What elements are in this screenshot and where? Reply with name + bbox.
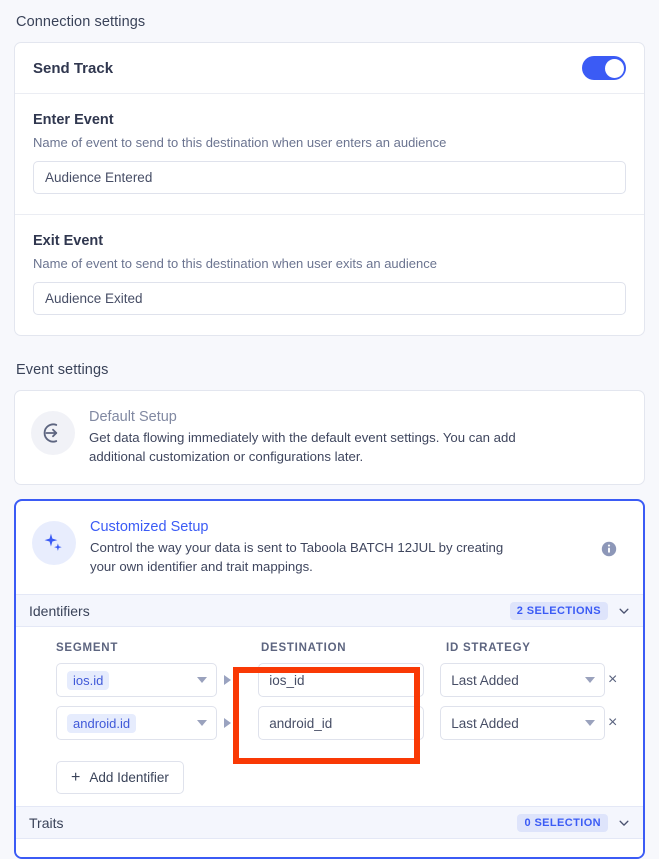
exit-event-description: Name of event to send to this destinatio…	[33, 256, 437, 271]
remove-cell: ×	[594, 672, 631, 688]
remove-cell: ×	[594, 715, 631, 731]
identifiers-chevron-down-icon[interactable]	[617, 604, 631, 618]
id-strategy-select-0[interactable]: Last Added	[440, 663, 606, 697]
id-strategy-cell: Last Added	[424, 706, 606, 740]
segment-select-0[interactable]: ios.id	[56, 663, 217, 697]
connection-settings-title: Connection settings	[16, 14, 146, 30]
row-arrow-cell	[217, 675, 237, 685]
customized-setup-title: Customized Setup	[90, 519, 209, 535]
segment-cell: ios.id	[28, 663, 217, 697]
login-arrow-icon	[43, 423, 58, 443]
customized-setup-description: Control the way your data is sent to Tab…	[90, 540, 504, 574]
traits-chevron-down-icon[interactable]	[617, 816, 631, 830]
traits-title: Traits	[29, 814, 64, 831]
identifiers-selection-badge: 2 SELECTIONS	[509, 601, 608, 620]
chevron-down-icon	[197, 720, 207, 726]
identifiers-panel-header[interactable]: Identifiers 2 SELECTIONS	[16, 594, 643, 627]
id-strategy-select-1[interactable]: Last Added	[440, 706, 606, 740]
customized-setup-body: Customized Setup Control the way your da…	[90, 519, 587, 576]
send-track-row: Send Track	[15, 43, 644, 94]
info-icon-wrap[interactable]	[601, 541, 617, 562]
chevron-down-icon	[585, 677, 596, 683]
enter-event-input[interactable]	[33, 161, 626, 194]
traits-panel-header[interactable]: Traits 0 SELECTION	[16, 806, 643, 839]
login-arrow-icon-wrap	[31, 411, 75, 455]
default-setup-card[interactable]: Default Setup Get data flowing immediate…	[14, 390, 645, 485]
row-arrow-cell	[217, 718, 237, 728]
column-header-segment: SEGMENT	[56, 642, 119, 654]
segment-chip-0: ios.id	[67, 670, 110, 690]
connection-settings-card: Send Track Enter Event Name of event to …	[14, 42, 645, 336]
enter-event-description: Name of event to send to this destinatio…	[33, 135, 447, 150]
plus-icon: +	[71, 768, 81, 786]
arrow-right-icon	[223, 718, 231, 728]
identifiers-header-right: 2 SELECTIONS	[509, 601, 631, 620]
table-row: android.id Last Added ×	[28, 706, 631, 740]
customized-setup-header[interactable]: Customized Setup Control the way your da…	[16, 501, 643, 594]
sparkle-icon-wrap	[32, 521, 76, 565]
add-identifier-label: Add Identifier	[89, 770, 169, 785]
destination-input-1[interactable]	[258, 706, 425, 740]
segment-cell: android.id	[28, 706, 217, 740]
column-header-destination: DESTINATION	[261, 642, 347, 654]
segment-select-1[interactable]: android.id	[56, 706, 217, 740]
send-track-label: Send Track	[33, 59, 114, 77]
id-strategy-value-0: Last Added	[451, 672, 519, 688]
identifiers-mapping-body: SEGMENT DESTINATION ID STRATEGY ios.id	[16, 627, 643, 806]
customized-setup-card[interactable]: Customized Setup Control the way your da…	[14, 499, 645, 859]
traits-header-right: 0 SELECTION	[517, 813, 631, 832]
default-setup-body: Default Setup Get data flowing immediate…	[89, 409, 626, 466]
arrow-right-icon	[223, 675, 231, 685]
identifiers-column-headers: SEGMENT DESTINATION ID STRATEGY	[28, 642, 631, 654]
default-setup-description: Get data flowing immediately with the de…	[89, 430, 516, 464]
column-header-id-strategy: ID STRATEGY	[446, 642, 531, 654]
remove-identifier-button-0[interactable]: ×	[607, 671, 618, 688]
default-setup-title: Default Setup	[89, 409, 177, 425]
chevron-down-icon	[197, 677, 207, 683]
destination-cell	[237, 663, 425, 697]
exit-event-input[interactable]	[33, 282, 626, 315]
info-icon[interactable]	[601, 541, 617, 557]
traits-selection-badge: 0 SELECTION	[517, 813, 608, 832]
chevron-down-icon	[585, 720, 596, 726]
id-strategy-value-1: Last Added	[451, 715, 519, 731]
exit-event-label: Exit Event	[33, 233, 104, 249]
enter-event-block: Enter Event Name of event to send to thi…	[15, 94, 644, 214]
id-strategy-cell: Last Added	[424, 663, 606, 697]
add-identifier-button[interactable]: + Add Identifier	[56, 761, 184, 794]
segment-chip-1: android.id	[67, 713, 137, 733]
destination-cell	[237, 706, 425, 740]
identifiers-title: Identifiers	[29, 602, 90, 619]
send-track-toggle[interactable]	[582, 56, 626, 80]
remove-identifier-button-1[interactable]: ×	[607, 714, 618, 731]
sparkle-icon	[44, 533, 62, 551]
event-settings-title: Event settings	[16, 362, 109, 378]
enter-event-label: Enter Event	[33, 112, 114, 128]
exit-event-block: Exit Event Name of event to send to this…	[15, 214, 644, 335]
toggle-knob	[604, 58, 624, 78]
table-row: ios.id Last Added ×	[28, 663, 631, 697]
destination-input-0[interactable]	[258, 663, 425, 697]
traits-panel-body	[16, 839, 643, 857]
